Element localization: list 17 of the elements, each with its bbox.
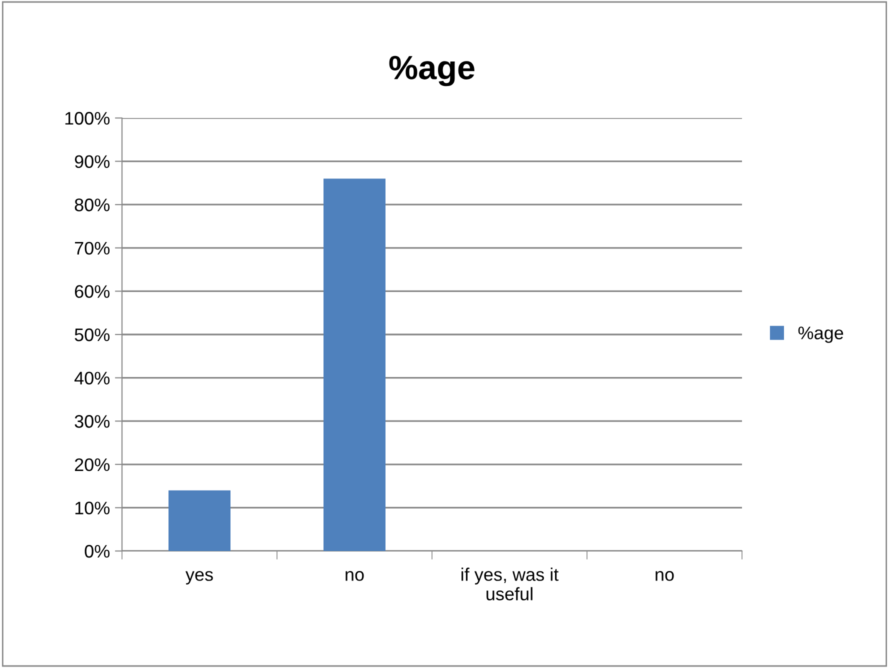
- y-tick-label: 10%: [75, 502, 110, 514]
- legend-label: %age: [798, 326, 844, 343]
- x-tick-label: no: [656, 571, 674, 581]
- x-tick-label: no: [346, 571, 364, 581]
- y-tick-label: 40%: [74, 372, 110, 385]
- y-tick-label: 60%: [74, 285, 110, 298]
- y-tick-label: 20%: [74, 458, 110, 472]
- chart-title: %age: [389, 56, 474, 86]
- x-tick-label: if yes, was it useful: [462, 568, 559, 600]
- y-tick-label: 70%: [74, 242, 110, 255]
- y-tick-label: 30%: [74, 415, 110, 428]
- y-tick-label: 90%: [74, 155, 110, 168]
- y-tick-label: 50%: [74, 328, 110, 342]
- y-tick-label: 80%: [74, 198, 110, 212]
- x-tick-label: yes: [185, 571, 213, 584]
- y-tick-label: 0%: [84, 544, 110, 558]
- y-tick-label: 100%: [65, 112, 110, 125]
